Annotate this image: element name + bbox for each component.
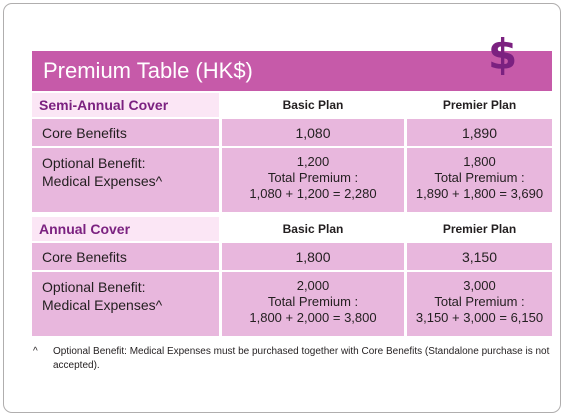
footnote-marker: ^ [33,346,38,357]
table-title: Premium Table (HK$) [32,51,552,91]
dollar-icon: $ [488,30,518,79]
row-label: Optional Benefit: Medical Expenses^ [32,272,219,336]
row-label-line: Optional Benefit: [42,279,146,295]
table-row: Optional Benefit: Medical Expenses^ 2,00… [32,272,552,336]
footnote-text: Optional Benefit: Medical Expenses must … [53,346,550,371]
optional-value: 3,000 [463,278,496,293]
total-premium-label: Total Premium : [267,294,359,309]
table-row: Core Benefits 1,800 3,150 [32,243,552,270]
section-header-row: Semi-Annual Cover Basic Plan Premier Pla… [32,93,552,117]
total-premium-calc: 1,080 + 1,200 = 2,280 [249,186,377,201]
table-row: Optional Benefit: Medical Expenses^ 1,20… [32,148,552,212]
row-label-line: Medical Expenses^ [42,297,163,313]
basic-value: 1,080 [222,119,404,146]
column-header-basic: Basic Plan [222,93,404,117]
optional-value: 2,000 [296,278,330,293]
row-label: Core Benefits [32,243,219,270]
total-premium-calc: 1,890 + 1,800 = 3,690 [415,186,544,201]
section-title: Semi-Annual Cover [32,93,219,117]
total-premium-label: Total Premium : [434,170,525,185]
row-label: Optional Benefit: Medical Expenses^ [32,148,219,212]
basic-value: 1,200 Total Premium : 1,080 + 1,200 = 2,… [222,148,404,212]
total-premium-label: Total Premium : [267,170,359,185]
premier-value: 1,890 [407,119,552,146]
row-label: Core Benefits [32,119,219,146]
column-header-premier: Premier Plan [407,93,552,117]
section-title: Annual Cover [32,217,219,241]
column-header-premier: Premier Plan [407,217,552,241]
optional-value: 1,200 [296,154,330,169]
total-premium-label: Total Premium : [434,294,525,309]
basic-value: 1,800 [222,243,404,270]
column-header-basic: Basic Plan [222,217,404,241]
total-premium-calc: 3,150 + 3,000 = 6,150 [415,310,544,325]
total-premium-calc: 1,800 + 2,000 = 3,800 [249,310,377,325]
premier-value: 1,800 Total Premium : 1,890 + 1,800 = 3,… [407,148,552,212]
table-row: Core Benefits 1,080 1,890 [32,119,552,146]
section-header-row: Annual Cover Basic Plan Premier Plan [32,217,552,241]
premier-value: 3,150 [407,243,552,270]
optional-value: 1,800 [463,154,496,169]
premier-value: 3,000 Total Premium : 3,150 + 3,000 = 6,… [407,272,552,336]
row-label-line: Medical Expenses^ [42,173,163,189]
basic-value: 2,000 Total Premium : 1,800 + 2,000 = 3,… [222,272,404,336]
row-label-line: Optional Benefit: [42,155,146,171]
card-frame [3,3,561,413]
